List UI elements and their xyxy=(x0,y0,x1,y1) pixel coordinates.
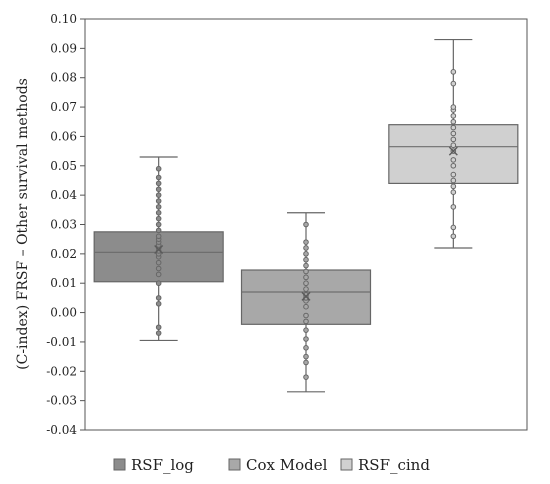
data-point xyxy=(303,262,309,269)
data-point xyxy=(303,268,309,275)
y-tick-label: 0.10 xyxy=(50,12,77,26)
data-point xyxy=(155,198,162,204)
legend-item: Cox Model xyxy=(228,456,328,474)
data-point xyxy=(303,327,309,333)
data-point xyxy=(155,192,162,198)
data-point xyxy=(450,130,457,137)
mean-marker-stroke xyxy=(448,146,458,156)
data-point xyxy=(450,183,457,190)
data-point xyxy=(155,215,162,222)
data-point xyxy=(303,280,309,287)
data-point xyxy=(155,227,162,234)
data-point xyxy=(155,265,162,272)
data-point xyxy=(303,353,309,360)
data-point xyxy=(155,259,162,266)
box-rsf-log xyxy=(93,156,224,342)
data-point xyxy=(450,124,457,131)
y-axis-title: (C-index) FRSF – Other survival methods xyxy=(15,78,31,370)
y-tick-label: -0.04 xyxy=(46,423,77,437)
data-point xyxy=(303,374,309,380)
boxes-group xyxy=(93,38,519,393)
data-point xyxy=(155,204,162,210)
data-point xyxy=(303,239,309,245)
data-point xyxy=(155,221,162,228)
data-point xyxy=(303,251,309,257)
data-point xyxy=(450,118,457,125)
data-point xyxy=(303,345,309,351)
data-point xyxy=(450,157,457,163)
data-point xyxy=(303,274,309,281)
data-point xyxy=(155,330,162,336)
data-point xyxy=(155,209,162,216)
legend-label: Cox Model xyxy=(246,456,328,474)
data-point xyxy=(450,142,457,149)
data-point xyxy=(450,80,457,87)
data-point xyxy=(450,233,457,240)
data-point xyxy=(450,69,457,75)
y-tick-label: 0.05 xyxy=(50,159,77,173)
legend-swatch xyxy=(113,458,126,471)
legend-item: RSF_cind xyxy=(340,456,430,474)
y-tick-label: 0.06 xyxy=(50,129,77,143)
y-tick-label: -0.03 xyxy=(46,394,77,408)
data-point xyxy=(155,295,162,301)
y-ticks-group: -0.04 -0.03 -0.02 -0.01 0.00 0.01 0.02 0.03 0.04… xyxy=(46,12,85,437)
data-point xyxy=(155,186,162,193)
data-point xyxy=(450,104,457,110)
y-tick-label: 0.08 xyxy=(50,71,77,85)
data-point xyxy=(303,312,309,319)
legend-item: RSF_log xyxy=(113,456,194,474)
y-tick-label: 0.09 xyxy=(50,41,77,55)
data-point xyxy=(450,162,457,169)
data-point xyxy=(303,245,309,251)
y-tick-label: 0.04 xyxy=(50,188,77,202)
y-tick-label: 0.00 xyxy=(50,306,77,320)
data-point xyxy=(303,303,309,310)
data-point xyxy=(303,256,309,263)
legend-swatch xyxy=(340,458,353,471)
mean-marker xyxy=(154,244,164,254)
data-point xyxy=(303,318,309,325)
data-point xyxy=(450,189,457,196)
data-point xyxy=(155,280,162,287)
y-axis-title-group: (C-index) FRSF – Other survival methods xyxy=(15,78,31,370)
mean-marker-stroke xyxy=(301,291,311,301)
data-point xyxy=(450,224,457,231)
y-tick-label: 0.01 xyxy=(50,276,77,290)
data-point xyxy=(303,359,309,366)
data-point xyxy=(155,180,162,187)
y-tick-label: 0.03 xyxy=(50,218,77,232)
data-point xyxy=(450,177,457,184)
box-cox-model xyxy=(240,212,372,393)
data-point xyxy=(155,165,162,172)
data-point xyxy=(155,271,162,278)
data-point xyxy=(155,174,162,181)
box-rsf-cind xyxy=(388,38,519,249)
y-tick-label: -0.01 xyxy=(46,335,77,349)
data-point xyxy=(450,113,457,119)
legend-label: RSF_log xyxy=(131,456,194,474)
mean-marker xyxy=(301,291,311,301)
y-tick-label: 0.02 xyxy=(50,247,77,261)
data-point xyxy=(450,204,457,210)
data-point xyxy=(450,171,457,178)
y-tick-label: 0.07 xyxy=(50,100,77,114)
data-point xyxy=(155,324,162,331)
data-point xyxy=(303,336,309,342)
data-point xyxy=(303,286,309,292)
legend: RSF_log Cox Model RSF_cind xyxy=(113,456,430,474)
mean-marker-stroke xyxy=(154,244,164,254)
data-point xyxy=(155,300,162,307)
data-point xyxy=(303,221,309,228)
data-point xyxy=(450,136,457,143)
y-tick-label: -0.02 xyxy=(46,364,77,378)
legend-swatch xyxy=(228,458,241,471)
mean-marker xyxy=(448,146,458,156)
data-point xyxy=(155,233,162,240)
legend-label: RSF_cind xyxy=(358,456,430,474)
